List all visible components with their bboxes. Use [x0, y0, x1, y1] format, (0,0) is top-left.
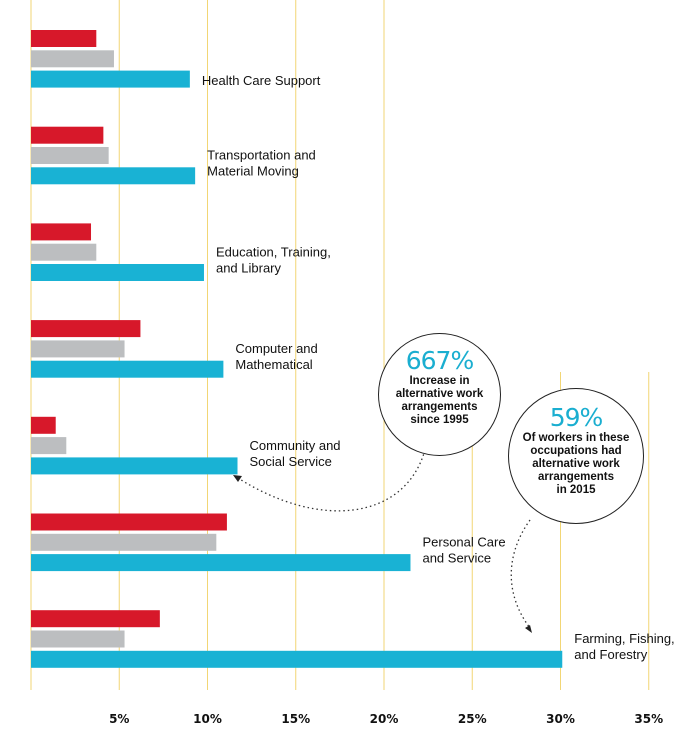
- bar-1-blue: [31, 70, 190, 88]
- bar-4-blue: [31, 360, 224, 378]
- callout-667-text-3: arrangements: [401, 401, 478, 413]
- category-label-5-line-2: Social Service: [250, 454, 332, 469]
- x-tick-label-5: 5%: [109, 712, 129, 726]
- gridlines: [30, 0, 650, 690]
- callout-arrows: [233, 449, 532, 633]
- category-label-5-line-1: Community and: [250, 438, 341, 453]
- category-label-4-line-1: Computer and: [235, 341, 317, 356]
- bar-7-red: [31, 610, 160, 628]
- category-label-2-line-1: Transportation and: [207, 148, 316, 163]
- x-tick-label-25: 25%: [458, 712, 487, 726]
- x-tick-label-15: 15%: [281, 712, 310, 726]
- bar-2-gray: [31, 147, 109, 164]
- bar-2-red: [31, 126, 104, 144]
- callout-667-text-4: since 1995: [410, 414, 469, 426]
- callout-59-text-5: in 2015: [556, 484, 596, 496]
- bar-7-blue: [31, 650, 563, 668]
- x-tick-label-35: 35%: [634, 712, 663, 726]
- category-label-3-line-1: Education, Training,: [216, 244, 331, 259]
- callout-59-text-3: alternative work: [532, 458, 620, 470]
- bar-4-gray: [31, 340, 125, 358]
- callout-59-text-2: occupations had: [530, 445, 622, 457]
- callout-667-text-1: Increase in: [409, 375, 470, 387]
- bar-3-red: [31, 223, 92, 241]
- callout-667-text-2: alternative work: [395, 388, 484, 400]
- x-tick-label-10: 10%: [193, 712, 222, 726]
- category-label-6-line-1: Personal Care: [422, 535, 505, 550]
- bar-1-red: [31, 30, 97, 47]
- callout-59-text-4: arrangements: [537, 471, 615, 483]
- callout-arrowhead-2: [525, 625, 532, 633]
- callout-arrow-2: [510, 519, 531, 629]
- bar-1-gray: [31, 50, 114, 68]
- bar-5-red: [31, 416, 56, 434]
- bar-3-gray: [31, 243, 97, 261]
- category-label-7-line-1: Farming, Fishing,: [574, 631, 674, 646]
- category-label-1-line-1: Health Care Support: [202, 73, 321, 88]
- x-axis-ticks: 5%10%15%20%25%30%35%40%45%50%55%60%: [109, 712, 663, 726]
- callout-59: 59% Of workers in these occupations had …: [508, 388, 644, 524]
- bar-4-red: [31, 320, 141, 338]
- category-label-2-line-2: Material Moving: [207, 164, 299, 179]
- x-tick-label-30: 30%: [546, 712, 575, 726]
- x-tick-label-20: 20%: [370, 712, 399, 726]
- bar-5-blue: [31, 457, 238, 475]
- callout-59-value: 59%: [549, 403, 604, 432]
- category-label-6-line-2: and Service: [422, 551, 491, 566]
- callout-arrowhead-1: [233, 475, 242, 482]
- category-label-3-line-2: and Library: [216, 260, 282, 275]
- callout-667-value: 667%: [405, 346, 474, 375]
- bar-6-blue: [31, 554, 411, 572]
- callout-59-text-1: Of workers in these: [522, 432, 630, 444]
- category-label-4-line-2: Mathematical: [235, 357, 312, 372]
- bar-5-gray: [31, 437, 67, 455]
- bars: [31, 30, 563, 668]
- bar-6-red: [31, 513, 227, 531]
- bar-2-blue: [31, 167, 196, 185]
- bar-3-blue: [31, 264, 204, 281]
- callout-667: 667% Increase in alternative work arrang…: [378, 333, 501, 456]
- bar-6-gray: [31, 533, 217, 551]
- bar-7-gray: [31, 630, 125, 648]
- category-label-7-line-2: and Forestry: [574, 647, 647, 662]
